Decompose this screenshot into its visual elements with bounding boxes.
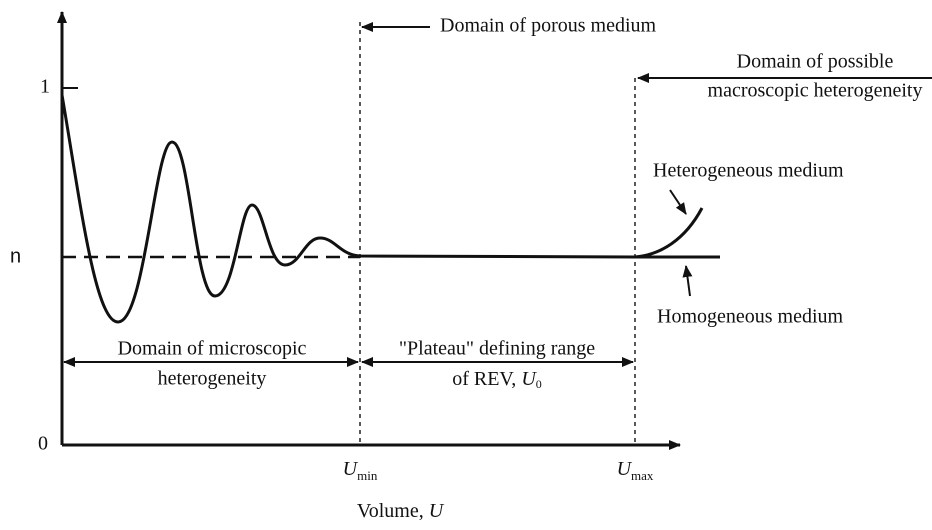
label: Homogeneous medium <box>657 306 844 328</box>
label: macroscopic heterogeneity <box>708 80 923 102</box>
label: Domain of porous medium <box>440 15 657 37</box>
label: Domain of microscopic <box>118 338 307 360</box>
label-part: Volume, <box>357 500 429 522</box>
x-axis-title: Volume, U <box>357 500 445 522</box>
porosity-curve <box>60 94 704 324</box>
label: Domain of possible <box>737 51 894 73</box>
arrow <box>682 265 693 297</box>
symbol: U <box>617 458 633 480</box>
umin-label: Umin <box>343 458 378 483</box>
y-label: 1 <box>40 76 50 98</box>
label: of REV, U0 <box>452 368 542 391</box>
label-part: of REV, <box>452 368 521 390</box>
y-label: n <box>10 245 21 267</box>
subscript: min <box>357 468 378 483</box>
label: "Plateau" defining range <box>399 338 595 360</box>
label: Heterogeneous medium <box>653 160 844 182</box>
subscript: 0 <box>536 377 542 391</box>
y-label: 0 <box>38 433 48 455</box>
umax-label: Umax <box>617 458 654 483</box>
symbol: U <box>429 500 445 522</box>
subscript: max <box>631 468 654 483</box>
symbol: U <box>521 368 537 390</box>
symbol: U <box>343 458 359 480</box>
label: heterogeneity <box>158 368 267 390</box>
arrow <box>669 189 687 215</box>
